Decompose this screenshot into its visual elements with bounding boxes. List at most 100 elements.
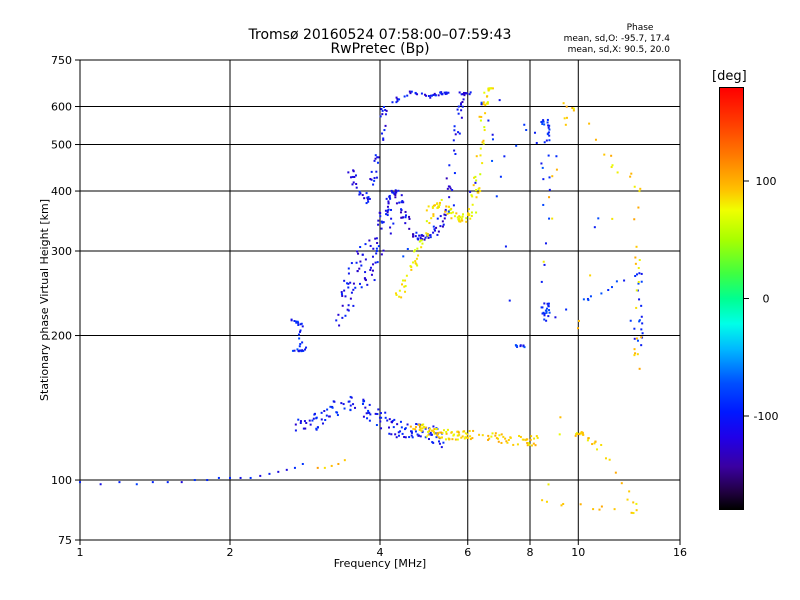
echo-point — [547, 483, 550, 486]
echo-point — [350, 396, 353, 399]
echo-point — [533, 437, 536, 440]
echo-point — [572, 107, 575, 110]
echo-point — [420, 424, 423, 427]
echo-point — [470, 211, 473, 214]
echo-point — [118, 481, 121, 484]
echo-point — [369, 177, 372, 180]
echo-point — [400, 208, 403, 211]
echo-point — [414, 260, 417, 263]
echo-point — [436, 202, 439, 205]
echo-point — [449, 187, 452, 190]
x-tick-label: 10 — [571, 546, 585, 559]
echo-point — [418, 234, 421, 237]
echo-point — [382, 137, 385, 140]
echo-point — [466, 436, 469, 439]
echo-point — [565, 105, 568, 108]
echo-point — [630, 511, 633, 514]
echo-point — [420, 239, 423, 242]
echo-point — [548, 196, 551, 199]
echo-point — [640, 328, 643, 331]
echo-point — [419, 236, 422, 239]
echo-point — [467, 212, 470, 215]
echo-point — [418, 240, 421, 243]
phase-info-x-mode: mean, sd,X: 90.5, 20.0 — [567, 45, 670, 55]
echo-point — [543, 141, 546, 144]
echo-point — [636, 353, 639, 356]
echo-point — [359, 246, 362, 249]
echo-point — [453, 149, 456, 152]
echo-point — [408, 217, 411, 220]
echo-point — [387, 202, 390, 205]
echo-point — [415, 231, 418, 234]
echo-point — [635, 306, 638, 309]
echo-point — [469, 91, 472, 94]
echo-point — [487, 87, 490, 90]
echo-point — [401, 200, 404, 203]
echo-point — [565, 116, 568, 119]
echo-point — [396, 100, 399, 103]
echo-point — [355, 261, 358, 264]
echo-point — [636, 289, 639, 292]
echo-point — [547, 305, 550, 308]
echo-point — [297, 333, 300, 336]
echo-point — [425, 220, 428, 223]
echo-point — [436, 434, 439, 437]
echo-point — [277, 470, 280, 473]
echo-point — [391, 421, 394, 424]
echo-point — [443, 213, 446, 216]
echo-point — [469, 190, 472, 193]
echo-point — [343, 459, 346, 462]
echo-point — [488, 437, 491, 440]
echo-point — [370, 170, 373, 173]
echo-point — [580, 431, 583, 434]
echo-point — [437, 436, 440, 439]
echo-point — [504, 245, 507, 248]
echo-point — [500, 441, 503, 444]
echo-point — [578, 433, 581, 436]
echo-point — [294, 423, 297, 426]
echo-point — [433, 92, 436, 95]
echo-point — [296, 348, 299, 351]
echo-point — [444, 438, 447, 441]
echo-point — [614, 471, 617, 474]
echo-point — [604, 457, 607, 460]
echo-point — [308, 419, 311, 422]
echo-point — [526, 441, 529, 444]
echo-point — [577, 327, 580, 330]
echo-point — [386, 419, 389, 422]
echo-point — [385, 197, 388, 200]
echo-point — [430, 217, 433, 220]
echo-point — [427, 433, 430, 436]
echo-point — [633, 327, 636, 330]
echo-point — [382, 249, 385, 252]
echo-point — [389, 232, 392, 235]
echo-point — [451, 211, 454, 214]
echo-point — [548, 176, 551, 179]
echo-point — [633, 337, 636, 340]
echo-point — [620, 482, 623, 485]
echo-point — [381, 132, 384, 135]
echo-point — [425, 435, 428, 438]
echo-point — [369, 244, 372, 247]
echo-point — [547, 302, 550, 305]
echo-point — [560, 504, 563, 507]
echo-point — [383, 129, 386, 132]
echo-point — [562, 102, 565, 105]
echo-point — [297, 418, 300, 421]
echo-point — [545, 307, 548, 310]
echo-point — [596, 448, 599, 451]
echo-point — [427, 430, 430, 433]
echo-point — [444, 208, 447, 211]
echo-point — [381, 113, 384, 116]
echo-point — [470, 194, 473, 197]
echo-point — [460, 102, 463, 105]
echo-point — [616, 171, 619, 174]
echo-point — [297, 323, 300, 326]
echo-point — [439, 215, 442, 218]
echo-point — [515, 345, 518, 348]
echo-point — [300, 322, 303, 325]
echo-point — [427, 233, 430, 236]
echo-point — [432, 93, 435, 96]
echo-point — [503, 155, 506, 158]
echo-point — [323, 410, 326, 413]
